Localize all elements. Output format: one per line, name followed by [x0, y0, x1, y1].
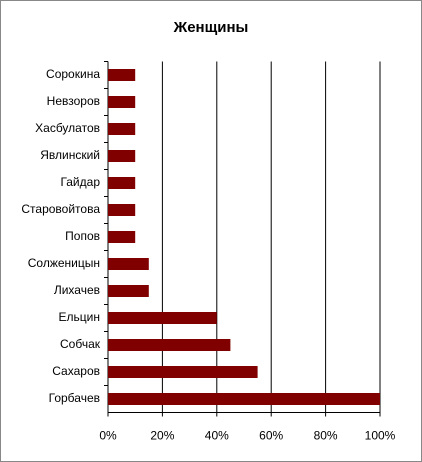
bar	[108, 285, 149, 297]
y-tick-label: Сорокина	[46, 67, 100, 81]
bar	[108, 258, 149, 270]
y-tick-label: Хасбулатов	[35, 121, 100, 135]
chart-title: Женщины	[173, 19, 249, 36]
y-tick-label: Солженицын	[28, 256, 100, 270]
bar	[108, 69, 136, 81]
bar	[108, 177, 136, 189]
x-tick-label: 0%	[99, 429, 117, 443]
x-tick-label: 80%	[314, 429, 338, 443]
y-tick-label: Старовойтова	[21, 202, 100, 216]
bar	[108, 150, 136, 162]
bar	[108, 366, 258, 378]
y-tick-label: Лихачев	[54, 283, 100, 297]
y-tick-label: Собчак	[60, 337, 101, 351]
y-tick-label: Ельцин	[59, 310, 100, 324]
x-tick-label: 60%	[259, 429, 283, 443]
bar	[108, 204, 136, 216]
x-tick-label: 20%	[150, 429, 174, 443]
bar	[108, 312, 217, 324]
x-tick-label: 40%	[205, 429, 229, 443]
bar	[108, 339, 231, 351]
bar	[108, 393, 380, 405]
y-tick-label: Горбачев	[49, 391, 100, 405]
y-tick-label: Невзоров	[47, 94, 100, 108]
bar	[108, 231, 136, 243]
y-tick-label: Попов	[65, 229, 100, 243]
bar	[108, 96, 136, 108]
x-tick-label: 100%	[365, 429, 396, 443]
y-tick-label: Явлинский	[40, 148, 100, 162]
y-tick-label: Сахаров	[52, 364, 100, 378]
bar	[108, 123, 136, 135]
y-tick-label: Гайдар	[60, 175, 100, 189]
